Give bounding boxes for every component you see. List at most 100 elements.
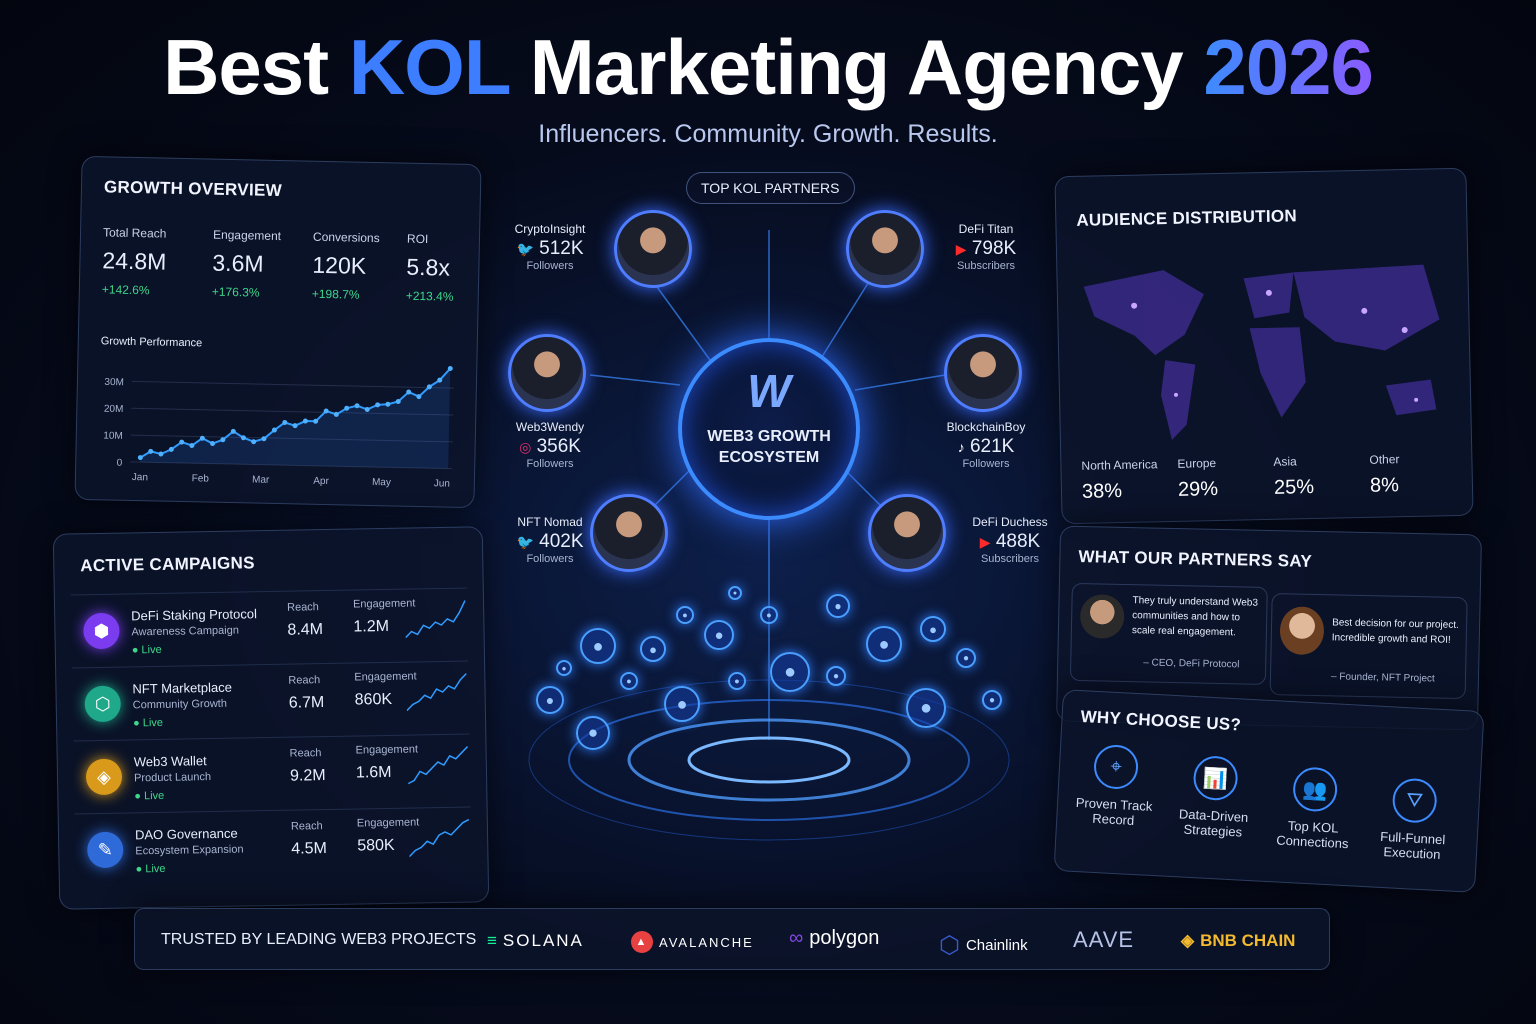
- kol-avatar[interactable]: [944, 334, 1022, 412]
- ecosystem-hub: W WEB3 GROWTH ECOSYSTEM: [678, 338, 860, 520]
- user-node-icon: ●: [536, 686, 564, 714]
- kol-count: 621K: [969, 436, 1015, 457]
- chart-icon: 📊: [1192, 755, 1239, 802]
- stat-label: ROI: [406, 231, 429, 247]
- why-label: Data-Driven Strategies: [1178, 806, 1249, 840]
- stat-roi: ROI 5.8x +213.4%: [406, 232, 455, 304]
- reach-label: Reach: [289, 747, 322, 760]
- campaign-status: ● Live: [135, 862, 166, 876]
- user-node-icon: ●: [728, 672, 746, 690]
- why-choose-us-panel: WHY CHOOSE US? ⌖ Proven Track Record 📊 Data…: [1053, 689, 1485, 893]
- user-node-icon: ●: [982, 690, 1002, 710]
- kol-card[interactable]: CryptoInsight 🐦 512K Followers: [500, 222, 600, 272]
- data-point: [199, 435, 205, 441]
- w-logo-icon: W: [747, 365, 791, 417]
- kol-count: 402K: [539, 531, 584, 552]
- kol-avatar[interactable]: [590, 494, 668, 572]
- why-item: 👥 Top KOL Connections: [1262, 765, 1366, 852]
- why-item: ⛛ Full-Funnel Execution: [1362, 776, 1466, 863]
- stat-value: 5.8x: [406, 253, 451, 281]
- why-label: Full-Funnel Execution: [1379, 828, 1446, 863]
- kol-card[interactable]: DeFi Titan ▶ 798K Subscribers: [936, 222, 1036, 272]
- kol-avatar[interactable]: [846, 210, 924, 288]
- page-subtitle: Influencers. Community. Growth. Results.: [538, 120, 998, 148]
- kol-card[interactable]: Web3Wendy ◎ 356K Followers: [500, 420, 600, 470]
- region-value: 38%: [1081, 480, 1123, 503]
- y-tick-label: 30M: [104, 377, 124, 388]
- data-point: [261, 436, 267, 442]
- polygon-icon: ∞: [789, 927, 804, 949]
- growth-overview-title: GROWTH OVERVIEW: [103, 177, 283, 201]
- gridline: [130, 434, 453, 443]
- kol-name: Web3Wendy: [515, 420, 585, 434]
- x-tick-label: May: [372, 477, 391, 488]
- stat-delta: +176.3%: [211, 284, 260, 300]
- kol-count: 488K: [995, 531, 1041, 552]
- campaign-sparkline: [405, 600, 466, 639]
- region-name: Europe: [1177, 456, 1217, 471]
- campaign-row[interactable]: ⬡ NFT Marketplace Community Growth ● Liv…: [72, 660, 470, 740]
- campaign-sparkline: [408, 818, 470, 858]
- data-point: [158, 451, 164, 457]
- campaign-icon: ⬢: [83, 612, 120, 650]
- avatar: [1279, 606, 1325, 656]
- reach-value: 9.2M: [289, 767, 326, 785]
- data-point: [220, 437, 226, 443]
- engagement-value: 1.2M: [353, 617, 390, 636]
- reach-value: 4.5M: [291, 840, 328, 858]
- gridline: [131, 380, 454, 389]
- kol-card[interactable]: BlockchainBoy ♪ 621K Followers: [936, 420, 1036, 470]
- kol-count: 798K: [971, 238, 1017, 259]
- data-point: [148, 448, 154, 454]
- active-campaigns-panel: ACTIVE CAMPAIGNS ⬢ DeFi Staking Protocol…: [52, 526, 490, 910]
- user-node-icon: ●: [576, 716, 610, 750]
- youtube-icon: ▶: [955, 241, 967, 257]
- hub-label: WEB3 GROWTH ECOSYSTEM: [707, 428, 831, 466]
- twitter-icon: 🐦: [516, 534, 534, 550]
- kol-name: BlockchainBoy: [946, 420, 1026, 434]
- data-point: [240, 435, 246, 441]
- kol-avatar[interactable]: [868, 494, 946, 572]
- kol-avatar[interactable]: [614, 210, 692, 288]
- kol-count-label: Followers: [526, 260, 574, 272]
- bnb-icon: ◈: [1181, 931, 1195, 950]
- user-node-icon: ●: [640, 636, 666, 662]
- x-tick-label: Feb: [192, 473, 210, 484]
- why-label: Top KOL Connections: [1275, 818, 1349, 852]
- kol-card[interactable]: DeFi Duchess ▶ 488K Subscribers: [960, 515, 1060, 565]
- network-lines: [528, 230, 1010, 841]
- kol-name: CryptoInsight: [514, 222, 586, 236]
- data-point: [406, 389, 412, 395]
- instagram-icon: ◎: [519, 439, 532, 455]
- growth-overview-panel: GROWTH OVERVIEW Total Reach 24.8M +142.6% …: [74, 155, 482, 509]
- campaign-icon: ⬡: [84, 685, 122, 723]
- user-node-icon: ●: [956, 648, 976, 668]
- data-point: [344, 405, 350, 411]
- user-node-icon: ●: [826, 666, 846, 686]
- stat-total-reach: Total Reach 24.8M +142.6%: [102, 225, 167, 297]
- user-node-icon: ●: [728, 586, 742, 600]
- user-node-icon: ●: [906, 688, 946, 728]
- region-value: 25%: [1273, 475, 1315, 499]
- region-name: North America: [1081, 457, 1158, 473]
- campaign-row[interactable]: ⬢ DeFi Staking Protocol Awareness Campai…: [70, 587, 469, 667]
- data-point: [230, 428, 236, 434]
- campaign-row[interactable]: ◈ Web3 Wallet Product Launch ● Live Reac…: [73, 733, 471, 813]
- data-point: [179, 439, 185, 445]
- gridline: [130, 461, 453, 470]
- campaign-row[interactable]: ✎ DAO Governance Ecosystem Expansion ● L…: [74, 806, 472, 886]
- world-map: [1083, 264, 1440, 440]
- kol-card[interactable]: NFT Nomad 🐦 402K Followers: [500, 515, 600, 565]
- data-point: [375, 402, 381, 408]
- kol-count-label: Followers: [526, 553, 574, 565]
- engagement-value: 860K: [354, 690, 393, 709]
- kol-avatar[interactable]: [508, 334, 586, 412]
- reach-label: Reach: [286, 601, 319, 614]
- region-value: 29%: [1177, 477, 1219, 501]
- logo-bnb: ◈ BNB CHAIN: [1181, 931, 1296, 950]
- x-tick-label: Mar: [252, 474, 270, 485]
- funnel-icon: ⛛: [1391, 777, 1438, 824]
- region-name: Other: [1369, 452, 1400, 467]
- data-point: [251, 439, 257, 445]
- stat-conversions: Conversions 120K +198.7%: [312, 230, 380, 302]
